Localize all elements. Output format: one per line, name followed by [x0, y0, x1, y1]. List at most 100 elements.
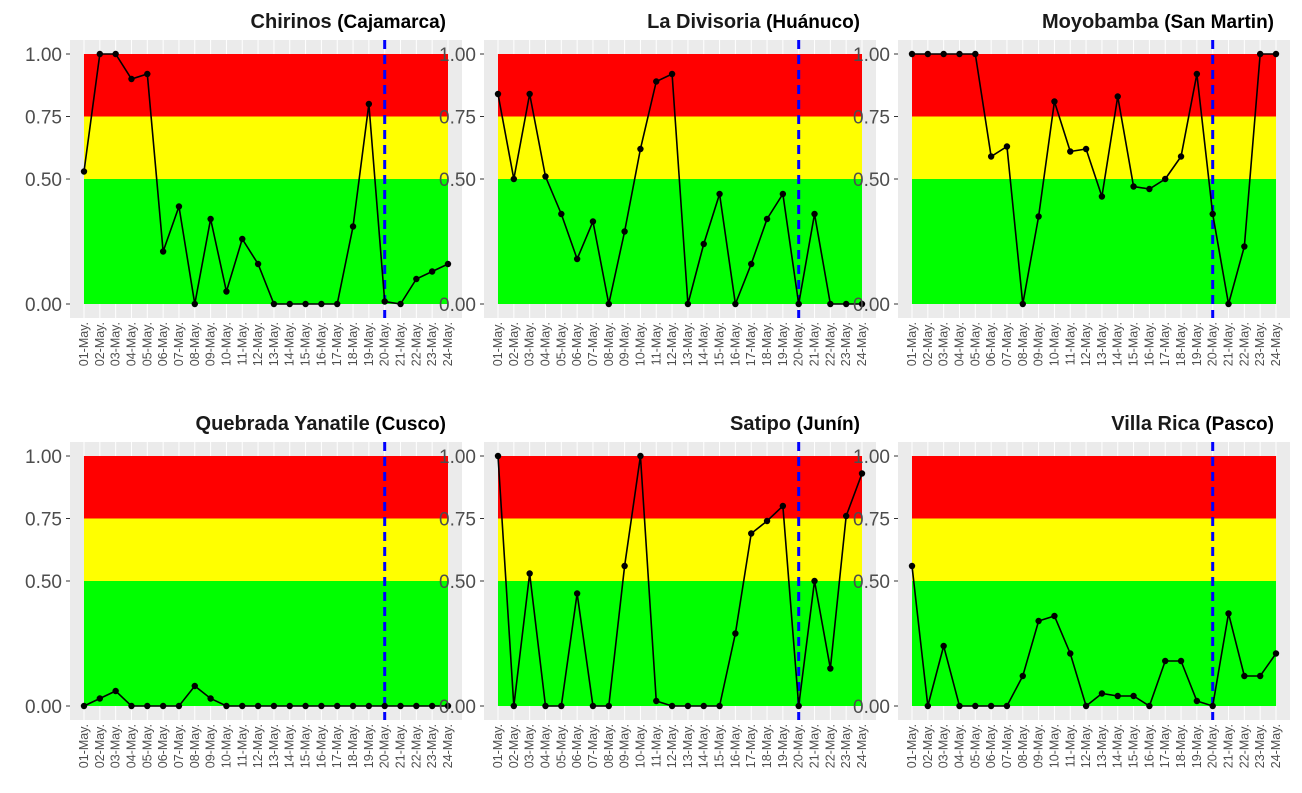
data-point: [112, 687, 119, 695]
data-point: [1225, 300, 1232, 308]
data-point: [428, 702, 436, 710]
x-tick-label: 20-May.: [792, 724, 806, 768]
x-tick-label: 22-May.: [1237, 322, 1251, 366]
panel-title-region: (Cajamarca): [337, 12, 446, 33]
chart-panel-1: Chirinos (Cajamarca) 0.00 0.50 0.75 1.00 01-M…: [25, 11, 462, 366]
x-tick-label: 11-May.: [1063, 322, 1077, 365]
x-tick-label: 22-May.: [409, 724, 423, 768]
data-point: [1035, 213, 1042, 220]
x-tick-label: 17-May.: [744, 724, 758, 768]
data-point: [223, 288, 230, 295]
data-point: [286, 300, 293, 308]
data-point: [365, 100, 373, 108]
panel-title-main: Quebrada Yanatile: [196, 413, 376, 435]
x-tick-label: 13-May.: [267, 322, 281, 366]
data-point: [1177, 153, 1185, 160]
risk-band-2: [84, 518, 448, 581]
data-point: [924, 702, 932, 710]
x-tick-label: 14-May.: [283, 724, 297, 768]
data-point: [207, 695, 214, 702]
x-tick-label: 07-May.: [1000, 322, 1014, 366]
x-tick-label: 12-May.: [1079, 724, 1093, 768]
data-point: [80, 702, 88, 710]
x-tick-label: 14-May.: [697, 724, 711, 768]
data-point: [779, 190, 787, 198]
x-tick-label: 20-May.: [1206, 322, 1220, 366]
y-tick-label: 0.00: [25, 295, 62, 316]
data-point: [1019, 672, 1026, 680]
data-point: [858, 470, 866, 477]
x-tick-label: 21-May.: [808, 322, 822, 366]
data-point: [159, 248, 167, 255]
x-tick-label: 18-May.: [1174, 724, 1188, 768]
data-point: [444, 702, 452, 710]
data-point: [334, 300, 341, 308]
x-tick-label: 19-May.: [1190, 724, 1204, 768]
data-point: [924, 50, 932, 58]
data-point: [1193, 70, 1201, 78]
y-tick-label: 0.75: [25, 108, 62, 129]
risk-band-3: [84, 54, 448, 117]
data-point: [1019, 300, 1026, 308]
data-point: [1272, 50, 1280, 58]
panel-title: La Divisoria (Huánuco): [647, 11, 860, 33]
x-tick-label: 16-May.: [728, 724, 742, 768]
data-point: [397, 300, 404, 308]
data-point: [956, 50, 963, 58]
data-point: [413, 702, 420, 710]
x-tick-label: 13-May.: [267, 724, 281, 768]
x-tick-label: 18-May.: [760, 322, 774, 366]
data-point: [668, 70, 676, 78]
x-tick-label: 24-May.: [1269, 724, 1283, 768]
x-tick-label: 04-May.: [538, 322, 552, 366]
data-point: [254, 702, 262, 710]
data-point: [1256, 50, 1264, 58]
panel-title: Chirinos (Cajamarca): [251, 11, 446, 33]
x-tick-label: 14-May.: [1111, 322, 1125, 366]
x-tick-label: 22-May.: [823, 724, 837, 768]
data-point: [827, 665, 834, 672]
x-tick-label: 12-May.: [665, 724, 679, 768]
x-tick-label: 13-May.: [681, 724, 695, 768]
y-tick-label: 0.75: [853, 108, 890, 129]
x-tick-label: 05-May.: [140, 322, 154, 366]
data-point: [605, 702, 612, 710]
data-point: [1209, 210, 1216, 218]
x-tick-label: 02-May.: [507, 322, 521, 366]
panel-title-region: (Cusco): [375, 414, 446, 435]
data-point: [558, 702, 565, 710]
x-tick-label: 08-May.: [188, 724, 202, 768]
data-point: [1162, 175, 1169, 183]
x-tick-label: 11-May.: [649, 724, 663, 767]
data-point: [239, 235, 246, 243]
x-tick-label: 07-May.: [1000, 724, 1014, 768]
x-tick-label: 16-May.: [314, 724, 328, 768]
y-tick-label: 0.75: [853, 510, 890, 531]
x-tick-label: 10-May.: [633, 322, 647, 366]
data-point: [589, 218, 597, 225]
data-point: [763, 215, 771, 223]
data-point: [1130, 183, 1137, 190]
data-point: [286, 702, 293, 710]
data-point: [1098, 690, 1106, 697]
data-point: [526, 570, 533, 577]
data-point: [302, 300, 309, 308]
y-tick-label: 1.00: [25, 45, 62, 66]
x-tick-label: 20-May.: [378, 322, 392, 366]
data-point: [159, 702, 167, 710]
y-tick-label: 0.50: [439, 170, 476, 191]
y-tick-label: 0.50: [853, 572, 890, 593]
x-tick-label: 22-May.: [823, 322, 837, 366]
x-tick-label: 21-May.: [394, 724, 408, 768]
x-tick-label: 05-May.: [554, 724, 568, 768]
data-point: [811, 210, 818, 218]
risk-band-1: [912, 581, 1276, 706]
data-point: [811, 577, 818, 585]
data-point: [908, 562, 916, 570]
data-point: [413, 275, 420, 283]
risk-band-3: [912, 456, 1276, 519]
x-tick-label: 02-May.: [507, 724, 521, 768]
y-tick-label: 1.00: [853, 45, 890, 66]
x-tick-label: 24-May.: [1269, 322, 1283, 366]
data-point: [191, 300, 198, 308]
